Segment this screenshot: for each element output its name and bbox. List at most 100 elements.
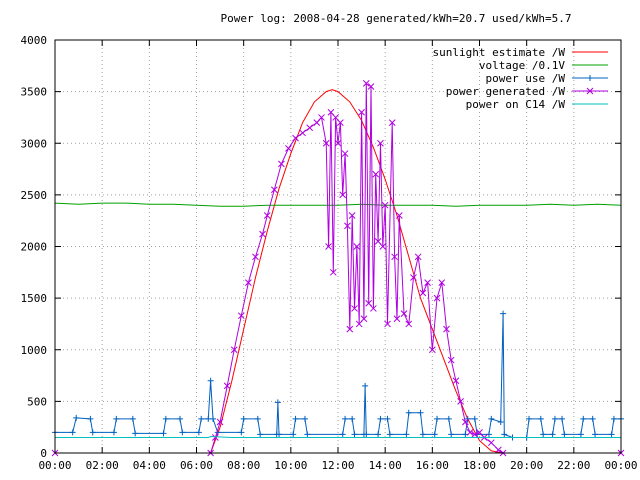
series-power-generated-w (51, 80, 625, 457)
data-point (471, 415, 478, 422)
x-tick-label: 06:00 (180, 459, 213, 472)
data-point (259, 230, 266, 238)
x-tick-label: 12:00 (321, 459, 354, 472)
data-point (443, 325, 450, 333)
series-power-on-c14-w (55, 435, 621, 438)
data-point (349, 415, 356, 422)
data-point (447, 356, 455, 364)
x-tick-label: 08:00 (227, 459, 260, 472)
data-point (549, 431, 556, 438)
data-point (403, 431, 410, 438)
data-point (405, 320, 413, 328)
data-point (113, 415, 120, 422)
data-point (417, 409, 424, 416)
data-point (466, 428, 474, 436)
data-point (292, 134, 299, 142)
data-point (377, 139, 384, 147)
data-point (428, 346, 436, 354)
data-point (360, 315, 368, 323)
data-point (400, 310, 408, 317)
data-point (270, 186, 278, 194)
data-point (304, 431, 311, 438)
data-point (375, 431, 382, 438)
axes: 0 500 1000 1500 2000 2500 3000 3500 4000 00:00 02:… (21, 34, 638, 472)
data-point (238, 429, 245, 436)
data-point (257, 431, 264, 438)
data-point (341, 150, 349, 157)
data-point (223, 382, 231, 390)
legend-label: voltage /0.1V (479, 59, 565, 72)
data-point (367, 83, 375, 90)
data-point (393, 315, 401, 323)
data-point (207, 377, 214, 384)
chart-title: Power log: 2008-04-28 generated/kWh=20.7… (221, 12, 572, 25)
data-point (551, 415, 558, 422)
data-point (580, 415, 587, 422)
data-point (391, 253, 398, 261)
data-point (252, 253, 259, 261)
data-point (334, 139, 342, 147)
data-point (386, 431, 393, 438)
data-point (592, 431, 599, 438)
data-point (471, 431, 479, 438)
data-point (346, 325, 354, 333)
x-tick-label: 18:00 (463, 459, 496, 472)
data-point (337, 119, 344, 126)
series-line (55, 83, 621, 454)
data-point (438, 279, 446, 286)
data-point (362, 80, 370, 87)
legend-item: power use /W (486, 72, 608, 85)
data-point (377, 415, 384, 422)
x-tick-label: 02:00 (86, 459, 119, 472)
series-line (55, 435, 621, 438)
data-point (381, 201, 389, 209)
data-point (526, 415, 533, 422)
data-point (344, 222, 351, 230)
data-point (388, 119, 396, 126)
x-tick-label: 22:00 (557, 459, 590, 472)
data-point (497, 419, 504, 426)
x-tick-label: 20:00 (510, 459, 543, 472)
y-tick-label: 3500 (21, 86, 48, 99)
data-point (290, 431, 297, 438)
y-tick-label: 1500 (21, 292, 48, 305)
data-point (445, 415, 452, 422)
y-tick-label: 3000 (21, 137, 48, 150)
legend-label: sunlight estimate /W (433, 46, 566, 59)
data-point (370, 305, 377, 312)
data-point (457, 398, 464, 405)
data-point (410, 274, 417, 281)
data-point (358, 108, 365, 116)
data-point (198, 415, 205, 422)
data-point (110, 429, 117, 436)
data-point (610, 415, 617, 422)
data-point (431, 431, 438, 438)
data-point (384, 320, 391, 328)
data-point (495, 446, 502, 454)
x-tick-label: 16:00 (416, 459, 449, 472)
series-layer (51, 80, 625, 457)
data-point (237, 312, 245, 320)
y-tick-label: 2500 (21, 189, 48, 202)
legend-item: power on C14 /W (466, 98, 608, 111)
data-point (405, 409, 412, 416)
data-point (69, 429, 76, 436)
data-point (276, 431, 283, 438)
data-point (299, 129, 306, 137)
data-point (351, 305, 358, 312)
legend-label: power on C14 /W (466, 98, 566, 111)
y-tick-label: 4000 (21, 34, 48, 47)
data-point (87, 415, 94, 422)
data-point (129, 415, 136, 422)
data-point (301, 415, 308, 422)
data-point (461, 418, 469, 426)
data-point (561, 431, 568, 438)
data-point (537, 415, 544, 422)
data-point (434, 415, 441, 422)
x-tick-label: 10:00 (274, 459, 307, 472)
data-point (339, 191, 347, 199)
data-point (216, 418, 224, 426)
data-point (240, 415, 247, 422)
data-point (353, 243, 361, 250)
data-point (285, 145, 292, 152)
